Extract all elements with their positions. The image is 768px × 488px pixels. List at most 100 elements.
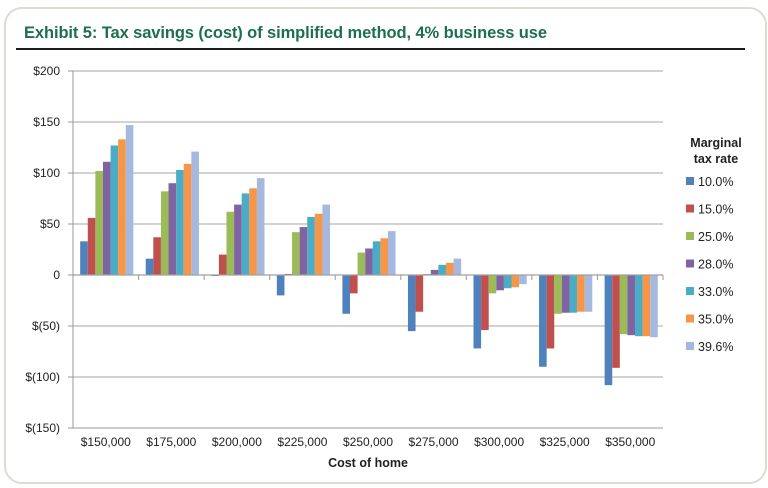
legend-item: 15.0% — [686, 203, 733, 217]
x-tick-label: $150,000 — [81, 435, 131, 449]
bar — [546, 275, 555, 349]
bar — [241, 193, 250, 275]
bar — [110, 145, 119, 275]
legend-item: 39.6% — [686, 340, 733, 354]
legend-title: Marginal — [690, 136, 741, 150]
title-divider — [16, 48, 745, 50]
bar — [342, 275, 350, 314]
bar — [488, 275, 497, 294]
bar — [539, 275, 547, 367]
y-tick-label: $150 — [33, 115, 60, 129]
legend-label: 10.0% — [698, 175, 733, 189]
legend-swatch — [686, 287, 694, 295]
bar — [350, 275, 358, 294]
legend: Marginal tax rate 10.0% 15.0% 25.0% 28.0% 33.0… — [686, 136, 742, 354]
legend-swatch — [686, 177, 694, 185]
x-tick-label: $350,000 — [605, 435, 655, 449]
bar — [388, 231, 396, 275]
bar — [561, 275, 570, 313]
bar — [650, 275, 658, 338]
x-tick-label: $225,000 — [277, 435, 327, 449]
legend-label: 39.6% — [698, 340, 733, 354]
bar — [380, 238, 388, 275]
bar — [577, 275, 585, 312]
y-tick-label: 0 — [53, 268, 60, 282]
x-tick-label: $325,000 — [540, 435, 590, 449]
bar — [299, 227, 308, 275]
y-tick-label: $(150) — [25, 421, 60, 435]
bar — [453, 258, 462, 275]
bar — [519, 275, 527, 285]
bar — [481, 275, 489, 331]
legend-item: 25.0% — [686, 230, 733, 244]
x-axis: $150,000 $175,000 $200,000 $225,000 $250,000… — [72, 274, 664, 449]
bar — [554, 275, 562, 314]
y-tick-label: $(50) — [32, 319, 60, 333]
bar — [307, 216, 315, 275]
bar — [438, 264, 446, 275]
bar — [256, 178, 265, 275]
bar — [445, 262, 454, 275]
bar — [160, 191, 169, 275]
bar — [226, 211, 235, 275]
bar — [276, 275, 285, 296]
x-axis-title: Cost of home — [328, 456, 408, 470]
bar — [619, 275, 628, 335]
y-tick-label: $100 — [33, 166, 60, 180]
x-tick-label: $200,000 — [212, 435, 262, 449]
legend-swatch — [686, 342, 694, 350]
bar — [365, 248, 373, 275]
chart-title: Exhibit 5: Tax savings (cost) of simplif… — [24, 24, 547, 42]
bar — [168, 183, 177, 275]
bar — [80, 241, 88, 275]
bar — [496, 275, 504, 291]
bar — [218, 254, 227, 275]
bar — [635, 275, 643, 337]
bar — [191, 151, 199, 275]
bar — [584, 275, 593, 312]
legend-item: 10.0% — [686, 175, 733, 189]
y-axis: $200 $150 $100 $50 0 $(50) $(100) $(150) — [25, 64, 74, 435]
bars — [80, 125, 658, 386]
bar — [234, 204, 242, 275]
bar — [118, 139, 126, 275]
bar — [503, 275, 512, 289]
x-tick-label: $175,000 — [146, 435, 196, 449]
legend-swatch — [686, 314, 694, 323]
legend-label: 25.0% — [698, 230, 733, 244]
bar — [612, 275, 620, 368]
bar — [430, 269, 439, 275]
bar — [357, 252, 366, 275]
bar — [125, 125, 134, 275]
legend-swatch — [686, 232, 694, 240]
legend-label: 28.0% — [698, 258, 733, 272]
bar — [604, 275, 613, 386]
bar — [407, 275, 416, 332]
bar — [372, 241, 381, 275]
x-tick-label: $250,000 — [343, 435, 393, 449]
bar — [153, 237, 161, 275]
bar — [627, 275, 636, 336]
legend-swatch — [686, 259, 694, 268]
x-tick-label: $275,000 — [409, 435, 459, 449]
x-tick-label: $300,000 — [474, 435, 524, 449]
y-tick-label: $(100) — [25, 370, 60, 384]
legend-swatch — [686, 204, 694, 213]
legend-label: 35.0% — [698, 313, 733, 327]
legend-label: 33.0% — [698, 285, 733, 299]
y-tick-label: $50 — [40, 217, 60, 231]
bar — [183, 163, 192, 275]
bar — [249, 188, 257, 275]
bar — [511, 275, 520, 288]
legend-label: 15.0% — [698, 203, 733, 217]
bar — [642, 275, 651, 337]
legend-title: tax rate — [694, 152, 739, 166]
bar — [102, 161, 111, 275]
legend-item: 28.0% — [686, 258, 733, 272]
legend-item: 33.0% — [686, 285, 733, 299]
bar — [95, 170, 103, 275]
bar — [473, 275, 482, 349]
y-tick-label: $200 — [33, 64, 60, 78]
bar — [415, 275, 424, 312]
